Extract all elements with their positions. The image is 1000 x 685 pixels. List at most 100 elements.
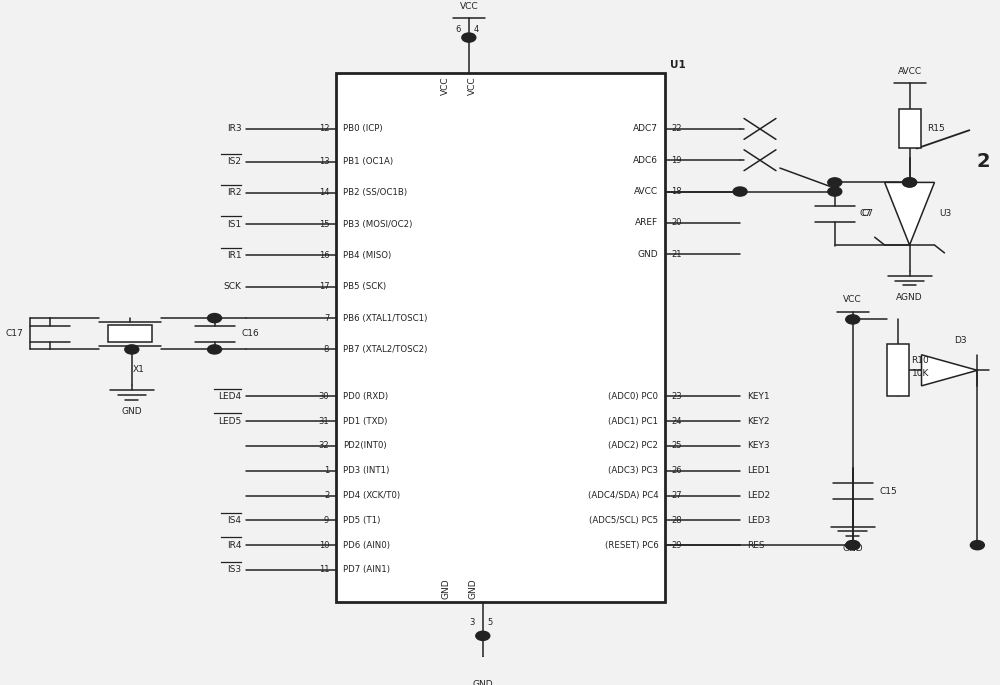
Text: ADC7: ADC7	[633, 125, 658, 134]
Text: 27: 27	[671, 491, 682, 500]
Text: KEY1: KEY1	[747, 392, 770, 401]
Text: 8: 8	[324, 345, 329, 354]
Text: R15: R15	[928, 125, 945, 134]
Text: (ADC2) PC2: (ADC2) PC2	[608, 442, 658, 451]
Text: 2: 2	[324, 491, 329, 500]
Text: PD6 (AIN0): PD6 (AIN0)	[343, 540, 390, 549]
Text: 21: 21	[671, 249, 682, 259]
Circle shape	[125, 345, 139, 354]
Text: C7: C7	[862, 209, 874, 219]
Text: 14: 14	[319, 188, 329, 197]
Text: LED2: LED2	[747, 491, 770, 500]
Text: IS2: IS2	[227, 157, 241, 166]
Text: IS4: IS4	[227, 516, 241, 525]
Bar	[899, 110, 921, 149]
Text: (ADC0) PC0: (ADC0) PC0	[608, 392, 658, 401]
Text: VCC: VCC	[843, 295, 862, 304]
Text: RES: RES	[747, 540, 765, 549]
Text: C17: C17	[5, 329, 23, 338]
Text: 32: 32	[319, 442, 329, 451]
Circle shape	[476, 632, 490, 640]
Text: 13: 13	[319, 157, 329, 166]
Text: AVCC: AVCC	[634, 187, 658, 196]
Text: KEY3: KEY3	[747, 442, 770, 451]
Text: 2: 2	[976, 152, 990, 171]
Text: 10K: 10K	[912, 369, 929, 378]
Text: 29: 29	[671, 540, 682, 549]
Text: PB1 (OC1A): PB1 (OC1A)	[343, 157, 393, 166]
Text: IR2: IR2	[227, 188, 241, 197]
Text: VCC: VCC	[441, 77, 450, 95]
Text: LED3: LED3	[747, 516, 770, 525]
Text: 25: 25	[671, 442, 682, 451]
Text: PB5 (SCK): PB5 (SCK)	[343, 282, 386, 291]
Circle shape	[208, 345, 222, 354]
Circle shape	[903, 178, 917, 187]
Text: AREF: AREF	[635, 219, 658, 227]
Text: 7: 7	[324, 314, 329, 323]
Text: 30: 30	[319, 392, 329, 401]
Text: D3: D3	[954, 336, 967, 345]
Text: PB3 (MOSI/OC2): PB3 (MOSI/OC2)	[343, 220, 413, 229]
Text: (ADC3) PC3: (ADC3) PC3	[608, 466, 658, 475]
Text: 3: 3	[469, 619, 475, 627]
Text: X1: X1	[133, 365, 145, 374]
Circle shape	[903, 178, 917, 187]
Text: LED4: LED4	[218, 392, 241, 401]
Text: PB2 (SS/OC1B): PB2 (SS/OC1B)	[343, 188, 407, 197]
Text: 28: 28	[671, 516, 682, 525]
Text: GND: GND	[121, 408, 142, 416]
Text: 19: 19	[671, 155, 682, 164]
Text: GND: GND	[638, 249, 658, 259]
Text: PD7 (AIN1): PD7 (AIN1)	[343, 565, 390, 575]
Text: PB0 (ICP): PB0 (ICP)	[343, 125, 383, 134]
Text: PB7 (XTAL2/TOSC2): PB7 (XTAL2/TOSC2)	[343, 345, 428, 354]
Text: U3: U3	[939, 209, 952, 219]
Text: AGND: AGND	[896, 293, 923, 302]
Text: PD3 (INT1): PD3 (INT1)	[343, 466, 390, 475]
Text: PB4 (MISO): PB4 (MISO)	[343, 251, 391, 260]
Text: IS1: IS1	[227, 220, 241, 229]
Circle shape	[828, 178, 842, 187]
Text: IR1: IR1	[227, 251, 241, 260]
Polygon shape	[922, 355, 977, 386]
Text: 16: 16	[319, 251, 329, 260]
Circle shape	[733, 187, 747, 196]
Text: 11: 11	[319, 565, 329, 575]
Text: PD2(INT0): PD2(INT0)	[343, 442, 387, 451]
Text: (ADC5/SCL) PC5: (ADC5/SCL) PC5	[589, 516, 658, 525]
Circle shape	[970, 540, 984, 550]
Circle shape	[846, 540, 860, 550]
Text: AVCC: AVCC	[898, 67, 922, 76]
Text: 6: 6	[455, 25, 461, 34]
Text: IS3: IS3	[227, 565, 241, 575]
Bar	[336, 73, 665, 602]
Text: 17: 17	[319, 282, 329, 291]
Text: LED1: LED1	[747, 466, 770, 475]
Text: 20: 20	[671, 219, 682, 227]
Text: (RESET) PC6: (RESET) PC6	[605, 540, 658, 549]
Text: (ADC4/SDA) PC4: (ADC4/SDA) PC4	[588, 491, 658, 500]
Text: 1: 1	[324, 466, 329, 475]
Text: GND: GND	[842, 544, 863, 553]
Text: GND: GND	[468, 578, 477, 599]
Polygon shape	[885, 182, 934, 245]
Text: 10: 10	[319, 540, 329, 549]
Text: U1: U1	[670, 60, 686, 70]
Circle shape	[846, 315, 860, 324]
Text: 26: 26	[671, 466, 682, 475]
Text: VCC: VCC	[468, 77, 477, 95]
Bar	[108, 325, 152, 342]
Text: IR4: IR4	[227, 540, 241, 549]
Text: IR3: IR3	[227, 125, 241, 134]
Circle shape	[462, 33, 476, 42]
Text: GND: GND	[441, 578, 450, 599]
Circle shape	[208, 314, 222, 323]
Text: 23: 23	[671, 392, 682, 401]
Text: 12: 12	[319, 125, 329, 134]
Text: 18: 18	[671, 187, 682, 196]
Text: 31: 31	[319, 416, 329, 425]
Text: R10: R10	[912, 356, 929, 365]
Text: PB6 (XTAL1/TOSC1): PB6 (XTAL1/TOSC1)	[343, 314, 428, 323]
Text: 9: 9	[324, 516, 329, 525]
